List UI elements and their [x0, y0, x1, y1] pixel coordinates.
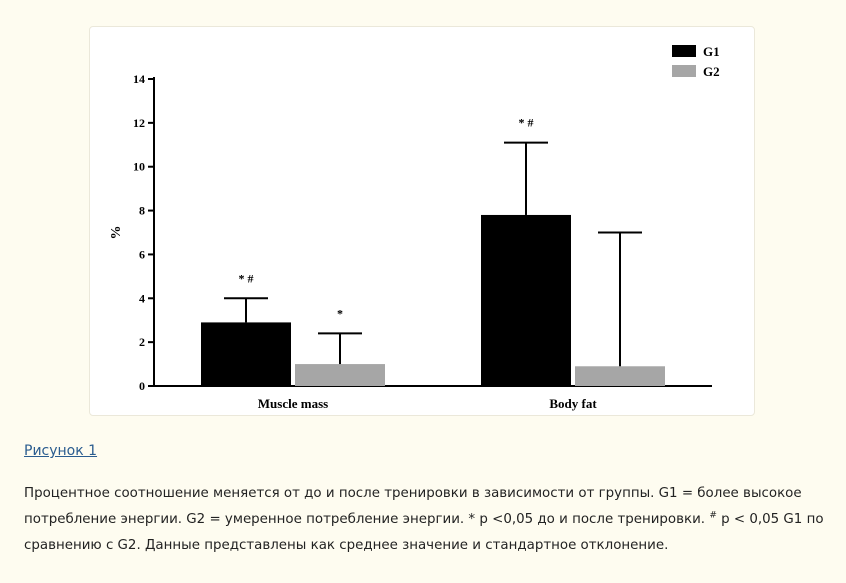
- y-tick-label: 8: [139, 204, 145, 218]
- bar-chart: 0 2 4 6 8 10 12 14% * # * # * Muscle mass Body fat G1…: [109, 44, 720, 411]
- significance-label: * #: [239, 271, 254, 285]
- caption-text-part1: Процентное соотношение меняется от до и …: [24, 486, 802, 527]
- figure-card: 0 2 4 6 8 10 12 14% * # * # * Muscle mass Body fat G1…: [89, 26, 755, 416]
- legend-label-g1: G1: [703, 44, 720, 59]
- y-axis-label: %: [109, 226, 124, 240]
- bar-g1-0: [201, 322, 291, 386]
- figure-caption: Процентное соотношение меняется от до и …: [24, 481, 824, 559]
- y-tick-label: 2: [139, 335, 145, 349]
- y-tick-label: 6: [139, 247, 145, 261]
- legend-label-g2: G2: [703, 64, 720, 79]
- y-tick-label: 14: [133, 72, 145, 86]
- significance-label: *: [337, 306, 343, 320]
- bar-g1-1: [481, 214, 571, 386]
- significance-label: * #: [519, 116, 534, 130]
- legend-swatch-g2: [672, 65, 696, 77]
- bar-g2-0: [295, 364, 385, 386]
- y-tick-label: 0: [139, 379, 145, 393]
- figure-link[interactable]: Рисунок 1: [24, 443, 98, 459]
- y-tick-label: 4: [139, 291, 145, 305]
- x-category-label: Body fat: [549, 396, 597, 411]
- y-tick-label: 12: [133, 116, 145, 130]
- legend-swatch-g1: [672, 45, 696, 57]
- caption-text-part2: p < 0,05 G1 по сравнению с G2. Данные пр…: [24, 512, 824, 553]
- bar-g2-1: [575, 366, 665, 386]
- caption-superscript: #: [709, 510, 717, 521]
- x-category-label: Muscle mass: [258, 396, 328, 411]
- y-tick-label: 10: [133, 160, 145, 174]
